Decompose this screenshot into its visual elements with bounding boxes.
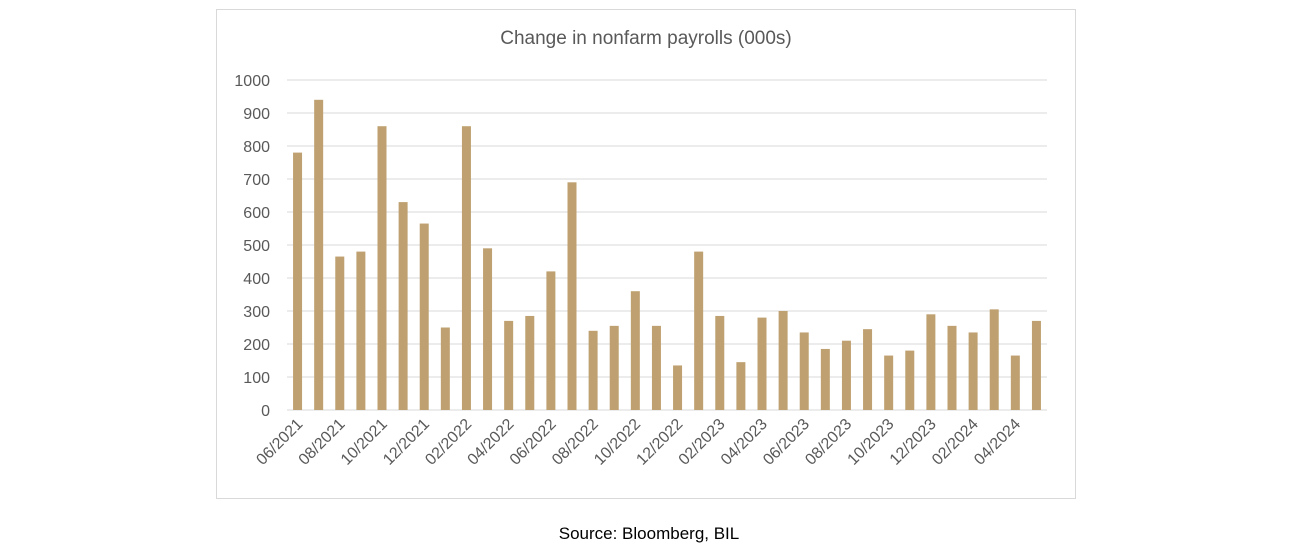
bar [905,350,915,410]
y-tick-label: 200 [243,337,270,354]
bar [1010,355,1020,410]
chart-title: Change in nonfarm payrolls (000s) [500,28,792,49]
bar [799,332,809,410]
bar [504,320,514,410]
bar [841,340,851,410]
y-tick-label: 500 [243,238,270,255]
y-tick-label: 0 [261,403,270,420]
bar [926,314,936,410]
y-tick-label: 900 [243,106,270,123]
bar [651,325,661,410]
bar [356,251,366,410]
bar-series [293,99,1041,411]
bar [989,309,999,410]
bar [820,348,830,410]
bar [483,248,493,410]
bar [673,365,683,410]
bar [335,256,345,410]
y-tick-label: 1000 [234,73,270,90]
y-tick-label: 800 [243,139,270,156]
bar [567,182,577,410]
bar [609,325,619,410]
source-note: Source: Bloomberg, BIL [558,524,740,543]
bar [377,126,387,410]
bar [293,152,303,410]
bar [588,330,598,410]
bar [461,126,471,410]
bar [715,315,725,410]
bar-chart: 0 100 200 300 400 500 600 700 800 900 1000 06/2021… [234,73,1047,469]
x-tick-label: 04/2024 [971,416,1024,469]
bar [778,311,788,410]
y-tick-label: 300 [243,304,270,321]
y-tick-label: 400 [243,271,270,288]
gridlines [287,79,1047,411]
bar [630,291,640,410]
bar [884,355,894,410]
bar [440,327,450,410]
x-axis: 06/202108/202110/202112/202102/202204/20… [253,416,1024,469]
bar [546,271,556,410]
bar [1031,320,1041,410]
bar [947,325,957,410]
y-axis: 0 100 200 300 400 500 600 700 800 900 1000 [234,73,270,420]
y-tick-label: 100 [243,370,270,387]
bar [968,332,978,410]
bar [863,329,873,410]
bar [694,251,704,410]
y-tick-label: 600 [243,205,270,222]
bar [398,202,408,410]
bar [419,223,429,410]
bar [314,99,324,411]
y-tick-label: 700 [243,172,270,189]
bar [757,317,767,410]
bar [736,362,746,410]
bar [525,315,535,410]
